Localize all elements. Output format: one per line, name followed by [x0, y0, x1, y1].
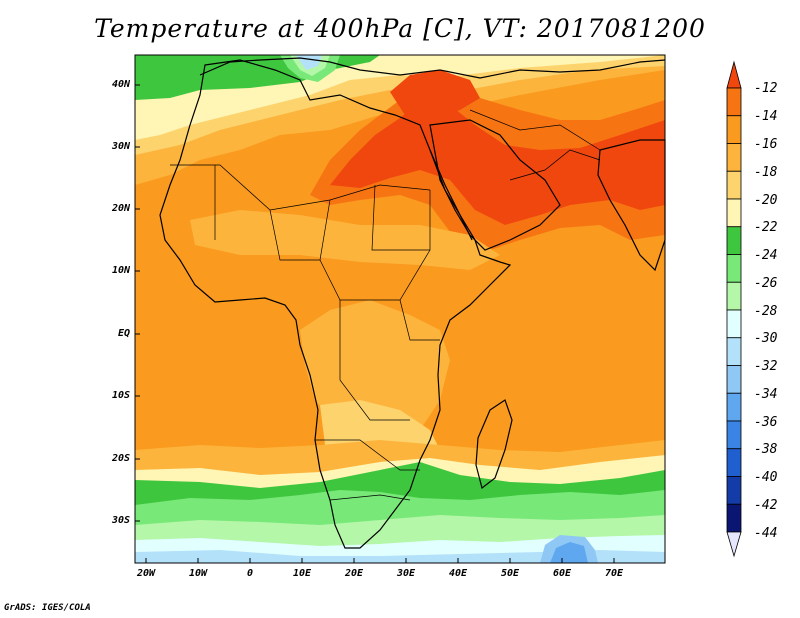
border-line — [371, 184, 431, 251]
borders — [170, 109, 601, 501]
lat-label: EQ — [117, 328, 130, 339]
lat-label: 20S — [111, 453, 130, 464]
lon-label: 20E — [344, 568, 364, 579]
colorbar-label: -36 — [754, 415, 778, 430]
colorbar-label: -44 — [754, 526, 778, 541]
lat-label: 20N — [111, 203, 130, 214]
field-32-south — [135, 550, 665, 563]
field-18-sahel — [190, 210, 500, 270]
lon-label: 50E — [500, 568, 520, 579]
colorbar-label: -14 — [754, 109, 778, 124]
europe-outline — [199, 57, 666, 79]
arabia-outline — [429, 119, 561, 251]
colorbar-label: -34 — [754, 387, 778, 402]
colorbar-segment — [726, 476, 742, 505]
field-36-south — [550, 542, 588, 563]
border-line — [509, 149, 601, 181]
border-line — [319, 249, 431, 301]
footer-credit: GrADS: IGES/COLA — [4, 603, 91, 613]
border-line — [399, 299, 440, 341]
lon-label: 40E — [448, 568, 468, 579]
colorbar-label: -20 — [754, 193, 778, 208]
border-line — [469, 109, 601, 151]
colorbar-label: -22 — [754, 220, 778, 235]
lat-label: 30N — [111, 141, 130, 152]
colorbar-segment — [726, 420, 742, 450]
madagascar-outline — [475, 399, 513, 490]
lat-label: 10N — [111, 265, 130, 276]
colorbar-top-triangle — [726, 60, 742, 89]
map-frame — [134, 54, 666, 564]
lat-label: 30S — [111, 515, 130, 526]
colorbar-label: -28 — [754, 304, 778, 319]
lon-label: 10W — [188, 568, 208, 579]
colorbar-label: -32 — [754, 359, 778, 374]
lon-label: 10E — [292, 568, 312, 579]
colorbar-label: -12 — [754, 81, 778, 96]
coastlines — [159, 57, 666, 549]
border-line — [170, 164, 431, 211]
colorbar — [726, 60, 742, 558]
colorbar-label: -16 — [754, 137, 778, 152]
lat-label: 40N — [111, 79, 130, 90]
colorbar-segment — [726, 392, 742, 422]
colorbar-segment — [726, 115, 742, 144]
colorbar-label: -40 — [754, 470, 778, 485]
colorbar-segment — [726, 170, 742, 200]
map-title: Temperature at 400hPa [C], VT: 201708120… — [94, 14, 706, 43]
border-line — [269, 199, 331, 261]
colorbar-segment — [726, 337, 742, 366]
colorbar-segment — [726, 503, 742, 533]
colorbar-label: -42 — [754, 498, 778, 513]
colorbar-label: -18 — [754, 165, 778, 180]
colorbar-label: -38 — [754, 442, 778, 457]
temperature-field — [135, 55, 665, 563]
lon-label: 30E — [396, 568, 416, 579]
africa-outline — [159, 59, 512, 549]
colorbar-label: -24 — [754, 248, 778, 263]
lon-label: 70E — [604, 568, 624, 579]
border-line — [329, 494, 411, 501]
red-sea-coast — [429, 149, 473, 241]
colorbar-label: -26 — [754, 276, 778, 291]
colorbar-segment — [726, 198, 742, 228]
border-line — [315, 439, 420, 471]
colorbar-segment — [726, 448, 742, 477]
colorbar-segment — [726, 254, 742, 283]
colorbar-label: -30 — [754, 331, 778, 346]
field-12-turkey — [390, 70, 480, 120]
lon-label: 60E — [552, 568, 572, 579]
colorbar-segment — [726, 365, 742, 394]
colorbar-segment — [726, 87, 742, 117]
field-12-core — [330, 98, 665, 225]
lon-label: 0 — [246, 568, 254, 579]
colorbar-segment — [726, 281, 742, 311]
lon-label: 20W — [136, 568, 156, 579]
india-outline — [597, 139, 666, 272]
colorbar-bottom-triangle — [726, 531, 742, 558]
colorbar-segment — [726, 143, 742, 172]
colorbar-segment — [726, 309, 742, 339]
axis-ticks — [135, 84, 615, 563]
border-line — [339, 300, 410, 421]
colorbar-segment — [726, 226, 742, 255]
lat-label: 10S — [111, 390, 130, 401]
